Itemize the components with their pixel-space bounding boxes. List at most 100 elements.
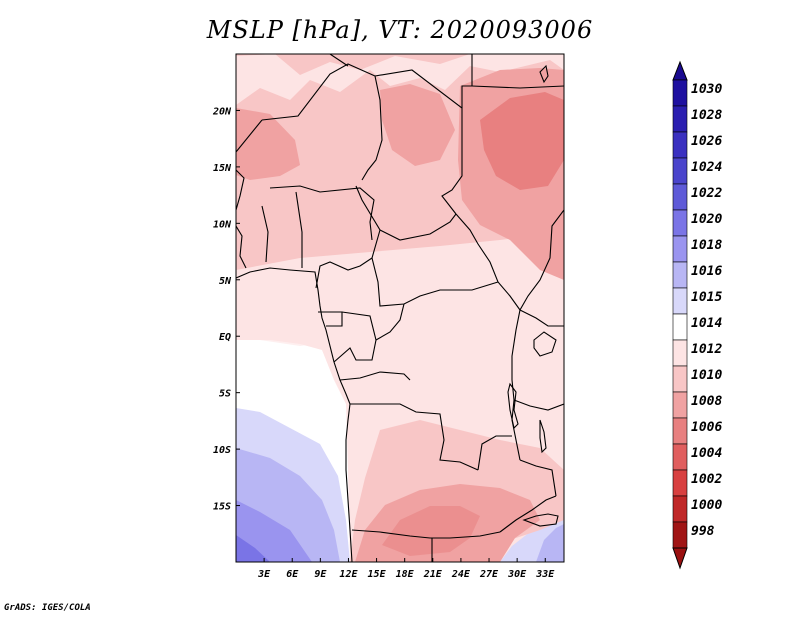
border-equatorial-guinea [318, 311, 343, 327]
border-nigeria-cameroon [315, 185, 381, 289]
colorbar-label: 998 [691, 524, 715, 539]
border-sudan-north [471, 85, 564, 89]
colorbar-swatch [672, 79, 688, 107]
colorbar-under-arrow [672, 547, 688, 570]
colorbar-label: 1015 [691, 290, 722, 305]
colorbar-swatch [672, 131, 688, 159]
lake-malawi [539, 419, 547, 454]
colorbar-swatch [672, 365, 688, 393]
colorbar-label: 1016 [691, 264, 722, 279]
colorbar-swatch [672, 469, 688, 497]
border-mauritania [236, 119, 263, 153]
map-frame [235, 53, 565, 563]
x-tick-label: 30E [507, 569, 527, 580]
colorbar-label: 1018 [691, 238, 722, 253]
y-tick-label: 10S [213, 445, 231, 456]
colorbar-label: 1012 [691, 342, 722, 357]
x-tick-label: 24E [451, 569, 471, 580]
border-gabon-congo [333, 311, 377, 363]
colorbar-swatch [672, 261, 688, 289]
x-tick-label: 27E [479, 569, 499, 580]
colorbar-swatch [672, 391, 688, 419]
y-tick-label: 5N [219, 276, 232, 287]
field-kalahari-low-core [382, 506, 480, 556]
country-borders [236, 54, 564, 562]
border-togo-benin [295, 191, 303, 268]
border-guinea [236, 225, 247, 269]
map-plot-area [236, 54, 564, 562]
field-atlantic-high-inner [236, 500, 312, 562]
colorbar-swatch [672, 313, 688, 341]
x-tick-label: 33E [535, 569, 555, 580]
border-cameroon-chad [379, 213, 457, 241]
border-burkina-nigeria [269, 185, 375, 241]
colorbar-swatch [672, 443, 688, 471]
border-zimbabwe [499, 495, 557, 533]
colorbar-label: 1008 [691, 394, 722, 409]
x-tick-label: 18E [396, 569, 415, 580]
colorbar-label: 1020 [691, 212, 722, 227]
border-uganda-kenya [519, 309, 564, 327]
y-tick-label: 5S [219, 389, 231, 400]
chart-title: MSLP [hPa], VT: 2020093006 [206, 16, 594, 44]
border-chad-car [455, 213, 521, 311]
border-mali-niger [261, 63, 383, 181]
colorbar-swatch [672, 339, 688, 367]
colorbar: 1030 1028 1026 1024 1022 1020 1018 1016 1015 1014… [672, 60, 722, 570]
border-angola-drc [350, 403, 479, 471]
field-mozambique-high-core [536, 524, 564, 562]
colorbar-label: 1028 [691, 108, 722, 123]
field-northern-patch [236, 54, 564, 105]
border-algeria-north [329, 54, 349, 67]
border-tanzania [513, 399, 564, 411]
field-west-low [236, 108, 300, 180]
field-east-low-core [480, 92, 564, 190]
colorbar-swatch [672, 183, 688, 211]
y-tick-label: 15S [213, 502, 231, 513]
colorbar-label: 1000 [691, 498, 722, 513]
x-tick-label: 9E [314, 569, 327, 580]
lake-kariba [522, 513, 559, 527]
lake-nasser [539, 64, 549, 84]
y-tick-label: 15N [213, 163, 232, 174]
border-drc-angola-north [339, 371, 411, 381]
colorbar-over-arrow [672, 60, 688, 81]
colorbar-label: 1022 [691, 186, 722, 201]
colorbar-swatch [672, 495, 688, 523]
colorbar-label: 1002 [691, 472, 722, 487]
x-tick-label: 15E [368, 569, 387, 580]
lake-victoria [533, 331, 557, 357]
x-tick-label: 6E [286, 569, 299, 580]
border-namibia-north [351, 529, 501, 539]
x-tick-label: 12E [339, 569, 358, 580]
colorbar-swatch [672, 417, 688, 445]
colorbar-label: 1024 [691, 160, 722, 175]
x-tick-label: 21E [423, 569, 443, 580]
x-tick-label: 3E [257, 569, 271, 580]
field-gulf-patch [236, 288, 340, 346]
colorbar-label: 1014 [691, 316, 722, 331]
colorbar-label: 1026 [691, 134, 722, 149]
field-chad-low [380, 84, 455, 166]
y-tick-label: 20N [212, 106, 232, 117]
border-niger-chad [374, 69, 463, 215]
colorbar-swatch [672, 235, 688, 263]
border-congo-drc [375, 303, 405, 341]
colorbar-swatch [672, 287, 688, 315]
colorbar-swatch [672, 157, 688, 185]
border-libya-egypt [461, 54, 473, 108]
colorbar-label: 1010 [691, 368, 722, 383]
field-atlantic-high-center [236, 535, 270, 562]
colorbar-label: 1004 [691, 446, 722, 461]
colorbar-label: 1030 [691, 82, 722, 97]
grads-credit: GrADS: IGES/COLA [4, 603, 91, 613]
colorbar-swatch [672, 105, 688, 133]
coastline-west [236, 267, 353, 562]
border-malawi-mozambique [519, 459, 557, 497]
lake-tanganyika [507, 382, 519, 430]
y-tick-label: EQ [219, 332, 231, 343]
border-senegal [236, 169, 245, 211]
border-car-drc [371, 257, 499, 307]
y-tick-label: 10N [213, 219, 232, 230]
